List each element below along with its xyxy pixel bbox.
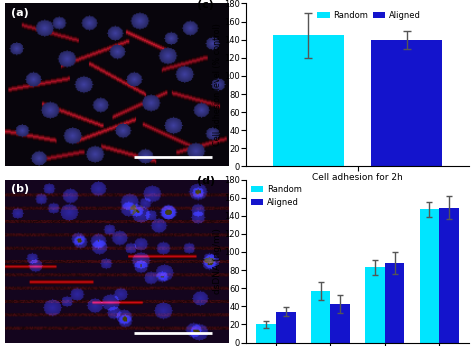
Bar [256,325,276,343]
Text: (b): (b) [11,184,29,194]
Y-axis label: dsDNA (ng/ml): dsDNA (ng/ml) [213,228,222,294]
Bar [330,303,350,343]
Text: (d): (d) [197,176,215,186]
Legend: Random, Aligned: Random, Aligned [247,181,305,210]
Bar [273,35,344,166]
Bar [439,208,459,343]
Text: (a): (a) [11,8,29,18]
Bar [371,40,442,166]
Y-axis label: Cell adhesion level (% control): Cell adhesion level (% control) [213,24,222,146]
Bar [311,291,330,343]
Legend: Random, Aligned: Random, Aligned [314,8,424,23]
Bar [276,312,295,343]
Bar [365,267,385,343]
Bar [419,209,439,343]
Bar [385,263,404,343]
Text: (c): (c) [197,0,214,10]
